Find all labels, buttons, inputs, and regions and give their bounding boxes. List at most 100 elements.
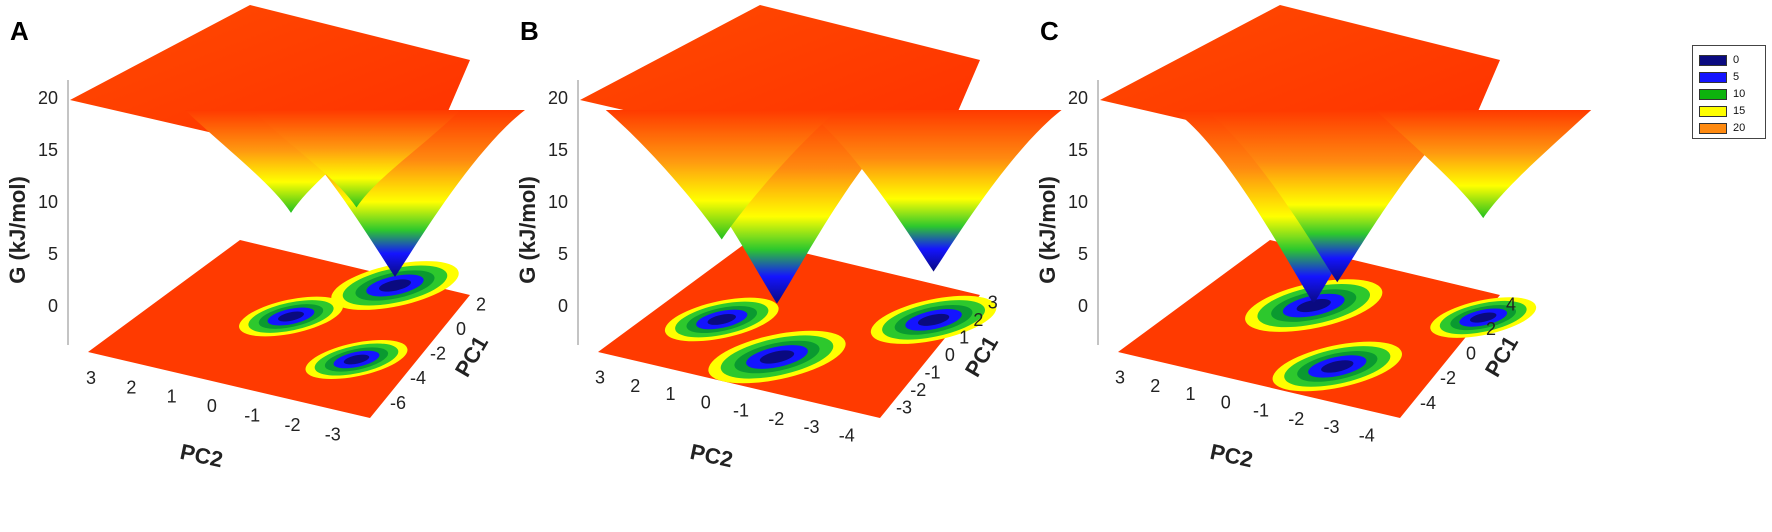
x-tick-label: 1 xyxy=(167,387,177,407)
free-energy-surface xyxy=(580,5,1062,304)
x-tick-label: 3 xyxy=(595,368,605,388)
z-tick-label: 5 xyxy=(48,244,58,264)
legend-label: 20 xyxy=(1733,122,1746,134)
x-tick-label: 2 xyxy=(630,376,640,396)
z-tick-label: 20 xyxy=(1068,88,1088,108)
z-axis-title: G (kJ/mol) xyxy=(5,176,30,284)
z-tick-label: 0 xyxy=(558,296,568,316)
x-tick-label: -1 xyxy=(1253,401,1269,421)
x-tick-label: -3 xyxy=(1324,417,1340,437)
x-axis-title: PC2 xyxy=(1208,439,1255,472)
x-tick-label: -2 xyxy=(284,415,300,435)
legend-label: 5 xyxy=(1733,71,1740,83)
legend-label: 0 xyxy=(1733,54,1740,66)
y-tick-label: -1 xyxy=(925,363,941,383)
z-axis: 20 15 10 5 0 G (kJ/mol) xyxy=(515,80,579,345)
legend-entry: 0 xyxy=(1699,54,1739,66)
y-tick-label: 0 xyxy=(945,345,955,365)
surface-well-2 xyxy=(252,110,461,208)
legend-label: 10 xyxy=(1733,88,1746,100)
floor-basin-2 xyxy=(707,314,736,325)
y-tick-label: 4 xyxy=(1506,294,1516,314)
legend-entry: 15 xyxy=(1699,105,1745,117)
surface-well-1 xyxy=(1205,110,1470,283)
x-tick-label: 2 xyxy=(126,377,136,397)
x-tick-label: -3 xyxy=(804,417,820,437)
y-tick-label: -4 xyxy=(410,368,426,388)
surface-well-2 xyxy=(605,110,838,240)
x-tick-label: 2 xyxy=(1150,376,1160,396)
panel-letter: A xyxy=(10,16,29,46)
colorbar-legend: 0 5 10 15 20 xyxy=(1692,45,1766,139)
y-tick-label: 3 xyxy=(988,292,998,312)
panel-letter: C xyxy=(1040,16,1059,46)
y-tick-label: -2 xyxy=(910,380,926,400)
panel-letter: B xyxy=(520,16,539,46)
y-tick-label: -2 xyxy=(430,344,446,364)
z-tick-label: 10 xyxy=(38,192,58,212)
x-tick-label: 0 xyxy=(207,396,217,416)
floor-basin-1 xyxy=(278,311,304,322)
x-tick-label: -2 xyxy=(1288,409,1304,429)
z-tick-label: 15 xyxy=(548,140,568,160)
x-axis-title: PC2 xyxy=(178,439,225,472)
floor-basin-0 xyxy=(1296,298,1331,313)
legend-label: 15 xyxy=(1733,105,1746,117)
x-tick-label: 0 xyxy=(1221,392,1231,412)
floor-basin-1 xyxy=(917,313,950,326)
y-tick-label: -6 xyxy=(390,393,406,413)
legend-entry: 20 xyxy=(1699,122,1745,134)
x-tick-label: 3 xyxy=(86,368,96,388)
floor-basin-2 xyxy=(343,354,370,365)
legend-swatch xyxy=(1699,54,1727,66)
floor-basin-1 xyxy=(1321,360,1354,373)
floor-contour-map xyxy=(598,240,997,418)
y-tick-label: -2 xyxy=(1440,368,1456,388)
z-tick-label: 20 xyxy=(38,88,58,108)
y-tick-label: 0 xyxy=(1466,344,1476,364)
x-tick-label: -4 xyxy=(839,425,855,445)
x-axis-title: PC2 xyxy=(688,439,735,472)
y-tick-label: 0 xyxy=(456,319,466,339)
legend-swatch xyxy=(1699,88,1727,100)
z-tick-label: 20 xyxy=(548,88,568,108)
free-energy-surface xyxy=(1100,5,1592,304)
z-tick-label: 10 xyxy=(1068,192,1088,212)
free-energy-surface xyxy=(70,5,525,277)
z-tick-label: 0 xyxy=(1078,296,1088,316)
y-tick-label: 2 xyxy=(1486,319,1496,339)
z-axis-title: G (kJ/mol) xyxy=(1035,176,1060,284)
legend-swatch xyxy=(1699,71,1727,83)
x-tick-label: 1 xyxy=(666,384,676,404)
y-tick-label: 2 xyxy=(476,294,486,314)
y-tick-label: 1 xyxy=(959,327,969,347)
x-tick-label: -2 xyxy=(768,409,784,429)
x-tick-label: 0 xyxy=(701,392,711,412)
legend-entry: 5 xyxy=(1699,71,1739,83)
legend-entry: 10 xyxy=(1699,88,1745,100)
x-tick-label: -1 xyxy=(244,406,260,426)
z-tick-label: 5 xyxy=(1078,244,1088,264)
z-tick-label: 0 xyxy=(48,296,58,316)
x-tick-label: 3 xyxy=(1115,368,1125,388)
floor-contour-map xyxy=(1118,240,1537,418)
x-tick-label: 1 xyxy=(1186,384,1196,404)
y-tick-label: -3 xyxy=(896,398,912,418)
x-tick-label: -1 xyxy=(733,401,749,421)
z-axis: 20 15 10 5 0 G (kJ/mol) xyxy=(5,80,69,345)
z-tick-label: 10 xyxy=(548,192,568,212)
y-tick-label: -4 xyxy=(1420,393,1436,413)
x-tick-label: -3 xyxy=(325,424,341,444)
z-tick-label: 15 xyxy=(38,140,58,160)
floor-contour-map xyxy=(88,240,470,418)
z-axis: 20 15 10 5 0 G (kJ/mol) xyxy=(1035,80,1099,345)
z-tick-label: 15 xyxy=(1068,140,1088,160)
legend-swatch xyxy=(1699,122,1727,134)
x-tick-label: -4 xyxy=(1359,425,1375,445)
floor-basin-0 xyxy=(759,350,795,364)
surface-well-1 xyxy=(805,110,1062,272)
